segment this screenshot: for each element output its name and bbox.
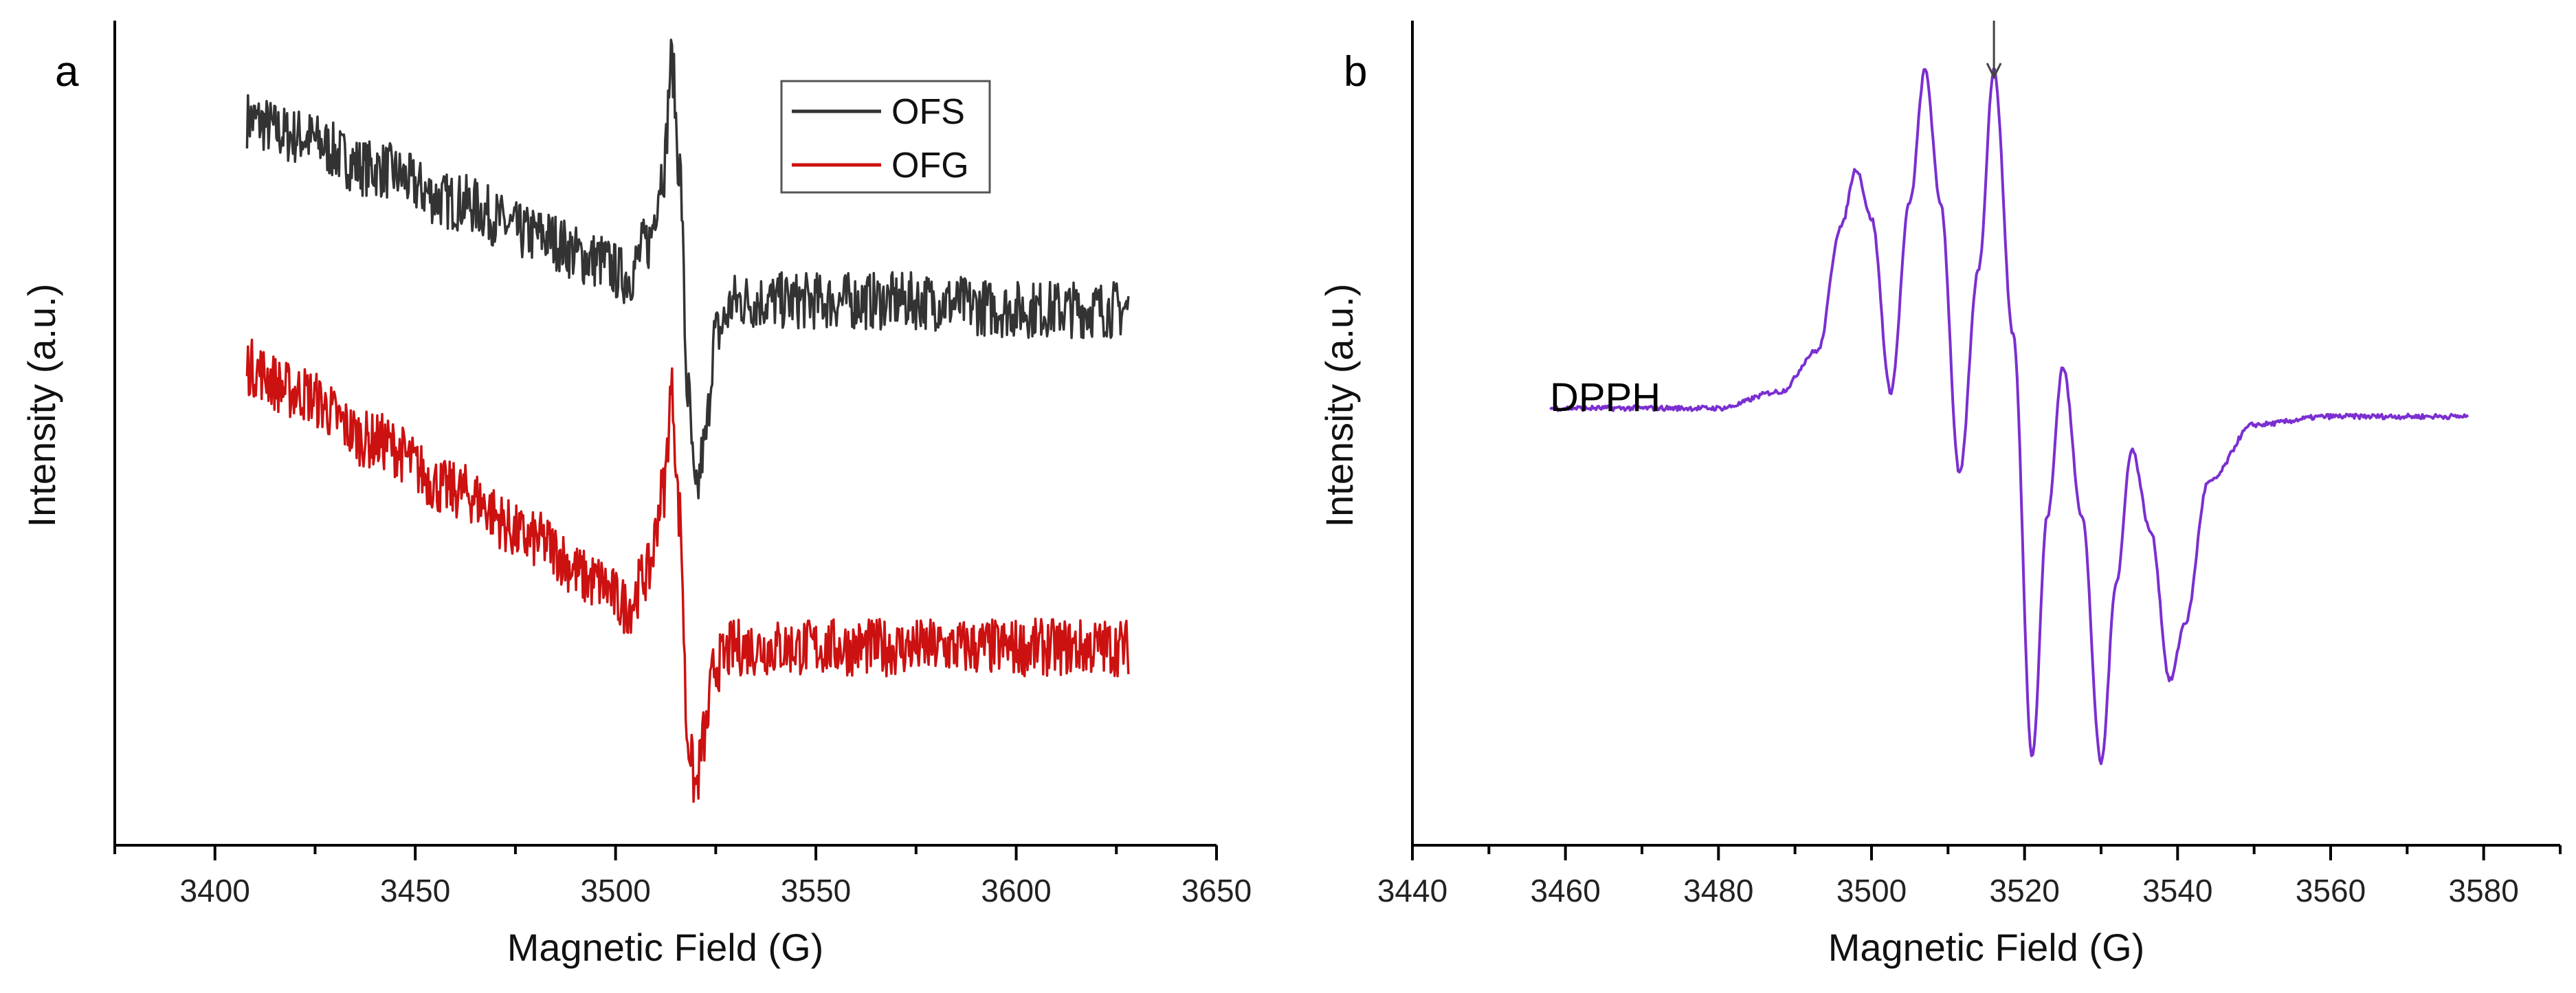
x-tick-label: 3600: [981, 873, 1051, 908]
panel-a-label: a: [55, 48, 79, 96]
panel-b-ticks: 3440 3460 3480 3500 3520 3540 3560 3580: [1377, 845, 2562, 908]
panel-b-series: [1549, 67, 2469, 766]
x-tick-label: 3550: [781, 873, 851, 908]
series-line-ofg: [245, 338, 1130, 803]
x-tick-label: 3520: [1989, 873, 2059, 908]
x-tick-label: 3480: [1683, 873, 1753, 908]
x-tick-label: 3560: [2296, 873, 2366, 908]
panel-a-legend: OFS OFG: [780, 80, 991, 194]
panel-a-y-title: Intensity (a.u.): [20, 284, 63, 528]
panel-b-label: b: [1344, 48, 1367, 96]
x-tick-label: 3440: [1377, 873, 1447, 908]
x-tick-label: 3650: [1181, 873, 1252, 908]
x-tick-label: 3400: [180, 873, 250, 908]
panel-a-series: [245, 38, 1130, 803]
legend-box: [780, 80, 991, 194]
x-tick-label: 3580: [2448, 873, 2518, 908]
panel-b: b 3440 3460 3480 3500 3520 3540 3560 3580 Magne…: [1318, 21, 2562, 969]
arrow-head: [1986, 63, 2002, 80]
legend-label-ofs: OFS: [891, 92, 965, 132]
panel-b-y-title: Intensity (a.u.): [1318, 284, 1361, 528]
x-tick-label: 3540: [2142, 873, 2212, 908]
series-line-ofs: [245, 38, 1130, 500]
legend-label-ofg: OFG: [891, 146, 969, 186]
peak-arrow-icon: [1986, 21, 2002, 80]
panel-a-ticks: 3400 3450 3500 3550 3600 3650: [113, 845, 1252, 908]
x-tick-label: 3500: [580, 873, 650, 908]
panel-a: a 3400 3450 3500 3550 3600 3650 Magnetic Fiel…: [20, 21, 1252, 969]
x-tick-label: 3460: [1530, 873, 1600, 908]
panel-b-x-title: Magnetic Field (G): [1828, 926, 2145, 969]
x-tick-label: 3450: [380, 873, 450, 908]
panel-a-x-title: Magnetic Field (G): [507, 926, 824, 969]
series-line-dpph: [1549, 67, 2469, 766]
dpph-annotation: DPPH: [1550, 375, 1661, 420]
x-tick-label: 3500: [1836, 873, 1907, 908]
